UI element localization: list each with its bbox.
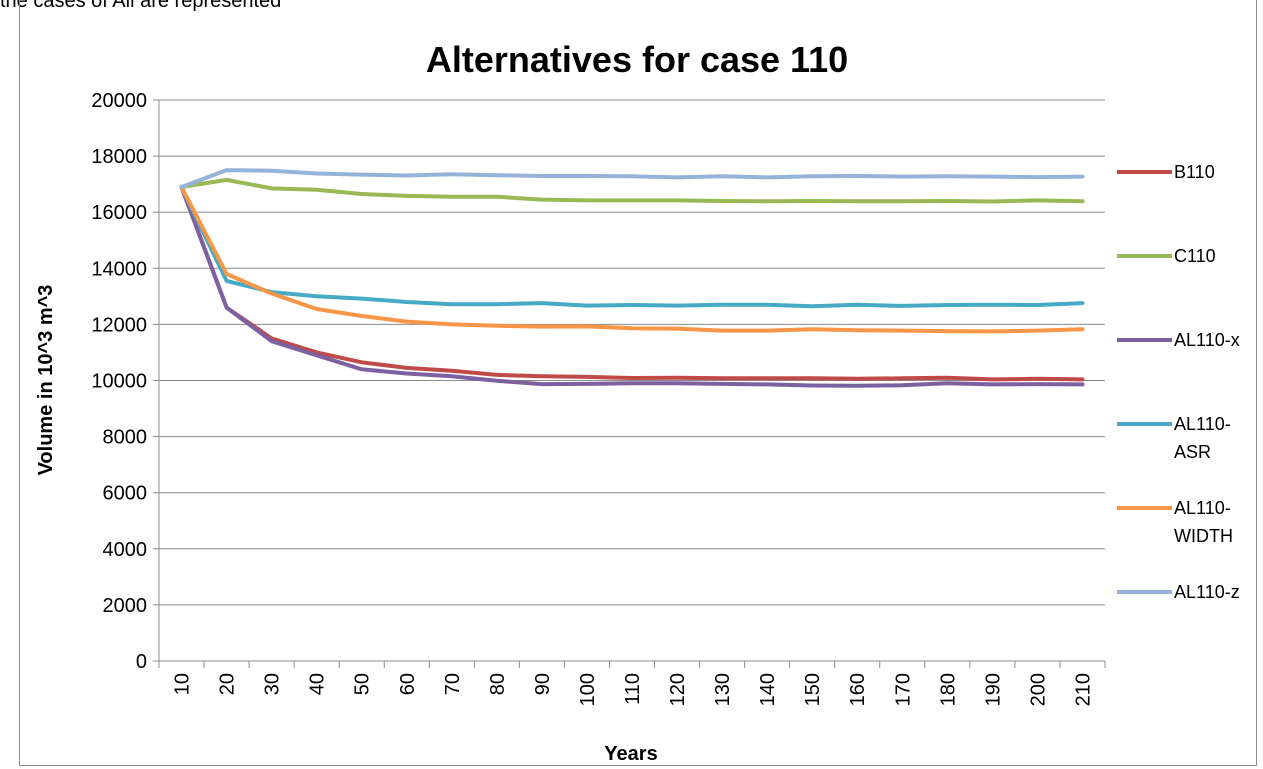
x-tick-label: 60	[397, 673, 419, 695]
preceding-text: the cases of All are represented	[0, 0, 282, 12]
x-tick-label: 30	[262, 673, 284, 695]
y-tick-label: 14000	[91, 258, 147, 280]
y-tick-label: 8000	[103, 427, 148, 449]
y-tick-label: 12000	[91, 314, 147, 336]
y-tick-label: 6000	[103, 483, 148, 505]
x-tick-label: 190	[982, 673, 1004, 706]
x-tick-label: 50	[352, 673, 374, 695]
x-tick-label: 100	[577, 673, 599, 706]
y-tick-label: 10000	[91, 371, 147, 393]
y-axis-label: Volume in 10^3 m^3	[35, 285, 57, 476]
x-tick-label: 170	[892, 673, 914, 706]
series-line-al110-z	[179, 168, 1085, 189]
series-line-al110-x	[179, 185, 1085, 388]
x-tick-label: 140	[757, 673, 779, 706]
legend-label: WIDTH	[1174, 526, 1233, 546]
x-tick-label: 110	[622, 673, 644, 705]
series-line-al110-width	[179, 185, 1085, 334]
x-tick-label: 180	[937, 673, 959, 706]
series-line-al110-asr	[179, 185, 1085, 309]
chart-title: Alternatives for case 110	[426, 39, 848, 80]
y-tick-label: 2000	[103, 595, 148, 617]
series-lines	[179, 168, 1085, 388]
y-tick-label: 20000	[91, 90, 147, 112]
legend-label: AL110-	[1174, 414, 1231, 434]
x-tick-label: 10	[172, 673, 194, 695]
series-line-b110	[179, 185, 1085, 382]
grid-lines	[153, 99, 1106, 668]
y-tick-labels: 0 2000 4000 6000 8000 10000 12000 14000 16000 180…	[91, 90, 147, 673]
x-tick-label: 70	[442, 673, 464, 695]
legend-label: AL110-	[1174, 498, 1231, 518]
x-tick-label: 80	[487, 673, 509, 695]
x-tick-label: 200	[1027, 673, 1049, 706]
x-tick-label: 20	[217, 673, 239, 695]
legend: B110 C110 AL110-x AL110- ASR AL110- WIDTH AL110…	[1117, 162, 1240, 602]
y-tick-label: 0	[136, 651, 147, 673]
x-tick-label: 150	[802, 673, 824, 706]
legend-label: B110	[1174, 162, 1215, 182]
legend-label: ASR	[1174, 442, 1211, 462]
x-axis-label: Years	[604, 743, 657, 765]
x-tick-label: 210	[1072, 673, 1094, 706]
series-line-c110	[179, 177, 1085, 204]
y-tick-label: 4000	[103, 539, 148, 561]
legend-label: AL110-x	[1174, 330, 1240, 350]
x-tick-label: 130	[712, 673, 734, 706]
x-tick-label: 40	[307, 673, 329, 695]
x-tick-labels: 10 20 30 40 50 60 70 80 90 100 110 120 130 140 150 160 1…	[172, 673, 1095, 706]
x-tick-label: 120	[667, 673, 689, 706]
legend-label: AL110-z	[1174, 582, 1240, 602]
y-tick-label: 16000	[91, 202, 147, 224]
y-tick-label: 18000	[91, 146, 147, 168]
chart-frame	[19, 0, 1257, 766]
legend-label: C110	[1174, 246, 1216, 266]
x-tick-label: 90	[532, 673, 554, 695]
x-tick-label: 160	[847, 673, 869, 706]
